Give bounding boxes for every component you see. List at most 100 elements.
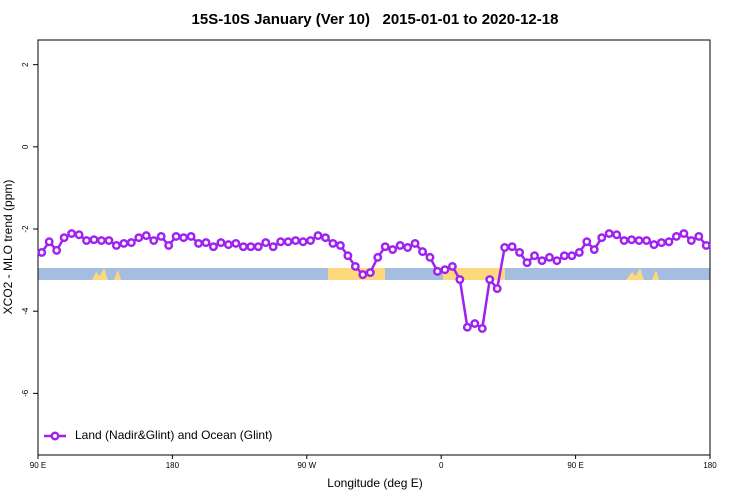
x-tick-label: 180: [166, 461, 180, 470]
data-point: [171, 231, 181, 241]
chart-title: 15S-10S January (Ver 10) 2015-01-01 to 2…: [192, 11, 559, 28]
data-point: [395, 240, 405, 250]
land-band: [114, 270, 121, 280]
data-point: [328, 238, 338, 248]
y-tick-label: 2: [21, 62, 30, 67]
land-band: [626, 268, 644, 280]
land-band: [92, 268, 108, 280]
data-point: [111, 240, 121, 250]
data-point: [522, 258, 532, 268]
data-point: [141, 231, 151, 241]
data-point: [164, 240, 174, 250]
data-point: [380, 242, 390, 252]
data-point: [597, 233, 607, 243]
data-point: [694, 231, 704, 241]
data-point: [201, 238, 211, 248]
x-tick-label: 90 W: [297, 461, 316, 470]
data-point: [559, 251, 569, 261]
data-point: [216, 238, 226, 248]
data-point: [440, 265, 450, 275]
data-point: [343, 251, 353, 261]
data-point: [44, 237, 54, 247]
data-point: [425, 252, 435, 262]
data-point: [238, 242, 248, 252]
data-point: [52, 245, 62, 255]
data-point: [291, 236, 301, 245]
data-point: [403, 243, 413, 252]
data-point: [642, 236, 651, 245]
x-axis-label: Longitude (deg E): [327, 476, 422, 490]
x-tick-label: 0: [439, 461, 444, 470]
data-point: [418, 247, 427, 257]
legend-label: Land (Nadir&Glint) and Ocean (Glint): [75, 428, 272, 442]
data-point: [388, 245, 398, 255]
y-tick-label: -2: [21, 225, 30, 233]
data-point: [179, 233, 189, 243]
data-point: [246, 242, 256, 252]
y-tick-label: 0: [21, 144, 30, 149]
data-point: [37, 247, 47, 257]
legend-marker: [50, 431, 60, 441]
data-point: [433, 266, 442, 276]
data-point: [619, 236, 629, 245]
data-point: [462, 322, 472, 332]
data-point: [134, 233, 144, 243]
data-point: [612, 230, 622, 240]
data-point: [552, 256, 562, 266]
data-point: [545, 252, 554, 262]
data-point: [686, 236, 696, 245]
data-point: [82, 236, 91, 245]
data-point: [358, 270, 368, 280]
data-point: [321, 233, 330, 243]
data-point: [447, 261, 457, 271]
data-point: [455, 275, 465, 284]
data-point: [313, 231, 323, 241]
x-tick-label: 180: [703, 461, 717, 470]
data-point: [627, 235, 637, 245]
data-point: [186, 231, 196, 241]
data-point: [657, 238, 666, 248]
data-point: [97, 236, 106, 245]
data-point: [298, 237, 308, 247]
data-point: [515, 247, 525, 257]
data-point: [253, 242, 263, 252]
data-point: [119, 238, 129, 248]
y-axis-label: XCO2 - MLO trend (ppm): [1, 180, 15, 315]
data-point: [530, 251, 539, 261]
x-tick-label: 90 E: [30, 461, 46, 470]
data-point: [604, 229, 614, 238]
data-point: [104, 236, 114, 245]
data-point: [567, 251, 577, 261]
data-point: [67, 229, 77, 238]
data-point: [671, 231, 681, 241]
data-point: [306, 236, 315, 245]
data-point: [276, 237, 286, 247]
data-point: [335, 240, 345, 250]
data-point: [574, 247, 584, 257]
data-point: [373, 252, 383, 262]
data-point: [261, 238, 271, 248]
data-point: [410, 238, 420, 248]
data-point: [507, 242, 517, 252]
data-point: [701, 240, 711, 250]
data-point: [537, 256, 547, 266]
data-point: [223, 240, 233, 250]
data-point: [89, 235, 99, 245]
data-point: [500, 243, 510, 252]
data-point: [149, 236, 159, 245]
data-point: [74, 230, 84, 240]
data-point: [156, 231, 166, 241]
data-point: [350, 261, 360, 271]
data-point: [589, 245, 599, 255]
data-point: [485, 275, 495, 284]
data-point: [582, 237, 592, 247]
y-tick-label: -6: [21, 389, 30, 397]
data-point: [477, 323, 487, 333]
data-point: [194, 238, 203, 248]
data-point: [679, 229, 689, 238]
data-point: [634, 236, 644, 245]
data-point: [365, 268, 375, 278]
data-point: [231, 238, 241, 248]
